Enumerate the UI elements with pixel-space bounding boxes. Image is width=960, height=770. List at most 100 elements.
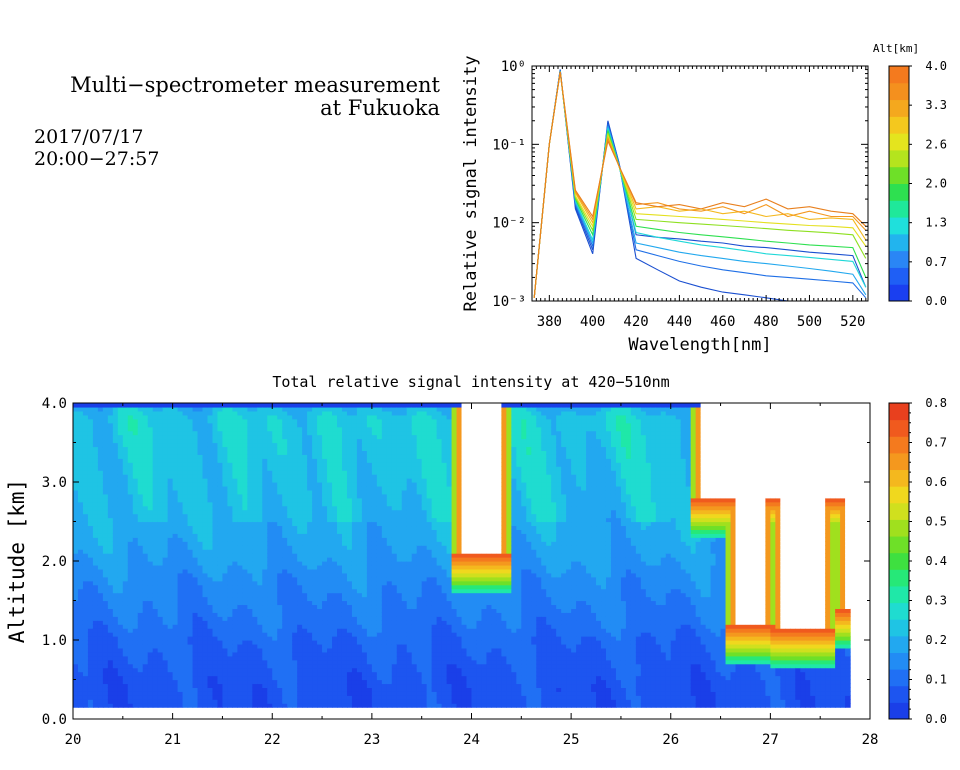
heatmap-cell [247,703,253,708]
heatmap-cell [102,679,109,685]
heatmap-cell [182,509,189,515]
heatmap-cell [102,636,109,641]
heatmap-cell [207,505,214,511]
heatmap-cell [297,501,303,507]
heatmap-cell [341,643,348,649]
heatmap-cell [167,549,174,554]
heatmap-cell [182,489,189,495]
heatmap-cell [187,434,194,440]
heatmap-cell [187,482,194,487]
heatmap-cell [262,418,268,424]
heatmap-cell [237,608,243,613]
heatmap-cell [142,553,149,558]
heatmap-cell [92,537,99,542]
heatmap-cell [322,695,328,700]
heatmap-cell [197,418,204,424]
heatmap-cell [277,659,283,665]
heatmap-cell [227,474,233,479]
heatmap-cell [147,450,154,455]
heatmap-cell [267,695,273,700]
heatmap-cell [356,450,363,455]
heatmap-cell [192,406,199,412]
heatmap-cell [92,640,99,645]
heatmap-cell [292,612,298,617]
heatmap-cell [247,568,253,574]
heatmap-cell [351,541,358,546]
heatmap-cell [232,691,238,696]
heatmap-cell [182,541,189,546]
heatmap-cell [222,561,229,566]
heatmap-cell [292,403,298,408]
heatmap-cell [327,414,333,420]
heatmap-cell [97,643,104,649]
heatmap-cell [247,592,253,598]
heatmap-cell [212,580,219,586]
heatmap-cell [356,478,363,483]
heatmap-cell [117,592,124,598]
heatmap-cell [152,422,159,428]
heatmap-cell [177,422,184,428]
heatmap-cell [257,403,263,408]
heatmap-cell [122,691,129,696]
heatmap-cell [82,537,89,542]
heatmap-cell [252,505,258,511]
heatmap-cell [182,414,189,420]
heatmap-cell [122,695,129,700]
heatmap-cell [187,647,194,653]
heatmap-cell [73,679,79,685]
heatmap-cell [337,596,343,602]
heatmap-cell [222,446,229,451]
spectrum-x-tick-label: 440 [667,314,692,330]
heatmap-cell [327,434,333,440]
heatmap-cell [232,525,238,530]
heatmap-cell [207,675,214,681]
heatmap-cell [87,663,94,669]
heatmap-cell [82,485,89,491]
heatmap-cell [232,446,238,451]
heatmap-cell [152,651,159,657]
heatmap-cell [212,529,219,534]
heatmap-cell [272,695,278,700]
heatmap-cell [97,616,104,621]
heatmap-cell [107,525,114,530]
heatmap-cell [102,667,109,673]
heatmap-cell [157,489,164,495]
heatmap-cell [87,545,94,550]
heatmap-cell [327,596,333,602]
heatmap-cell [212,557,219,562]
heatmap-cell [272,604,278,609]
heatmap-cell [197,537,204,542]
heatmap-cell [167,414,174,420]
heatmap-cell [257,537,263,542]
heatmap-cell [356,533,363,538]
heatmap-cell [217,592,224,598]
heatmap-cell [252,640,258,645]
heatmap-cell [202,655,209,661]
heatmap-cell [207,446,214,451]
heatmap-cell [197,604,204,609]
heatmap-cell [127,458,134,463]
heatmap-cell [87,592,94,598]
heatmap-cell [182,576,189,582]
heatmap-cell [227,541,233,546]
heatmap-cell [73,553,79,558]
heatmap-cell [262,564,268,570]
heatmap-cell [277,576,283,582]
heatmap-cell [232,533,238,538]
heatmap-cell [102,474,109,479]
heatmap-cell [227,679,233,685]
heatmap-cell [341,647,348,653]
heatmap-cell [212,403,219,408]
heatmap-cell [247,572,253,578]
heatmap-cell [87,596,94,602]
heatmap-cell [192,470,199,475]
heatmap-cell [92,422,99,428]
heatmap-cell [222,434,229,440]
heatmap-cell [247,671,253,677]
heatmap-cell [192,588,199,594]
heatmap-cell [192,410,199,416]
heatmap-cell [346,636,353,641]
heatmap-cell [361,616,368,621]
heatmap-cell [97,446,104,451]
heatmap-cell [217,422,224,428]
